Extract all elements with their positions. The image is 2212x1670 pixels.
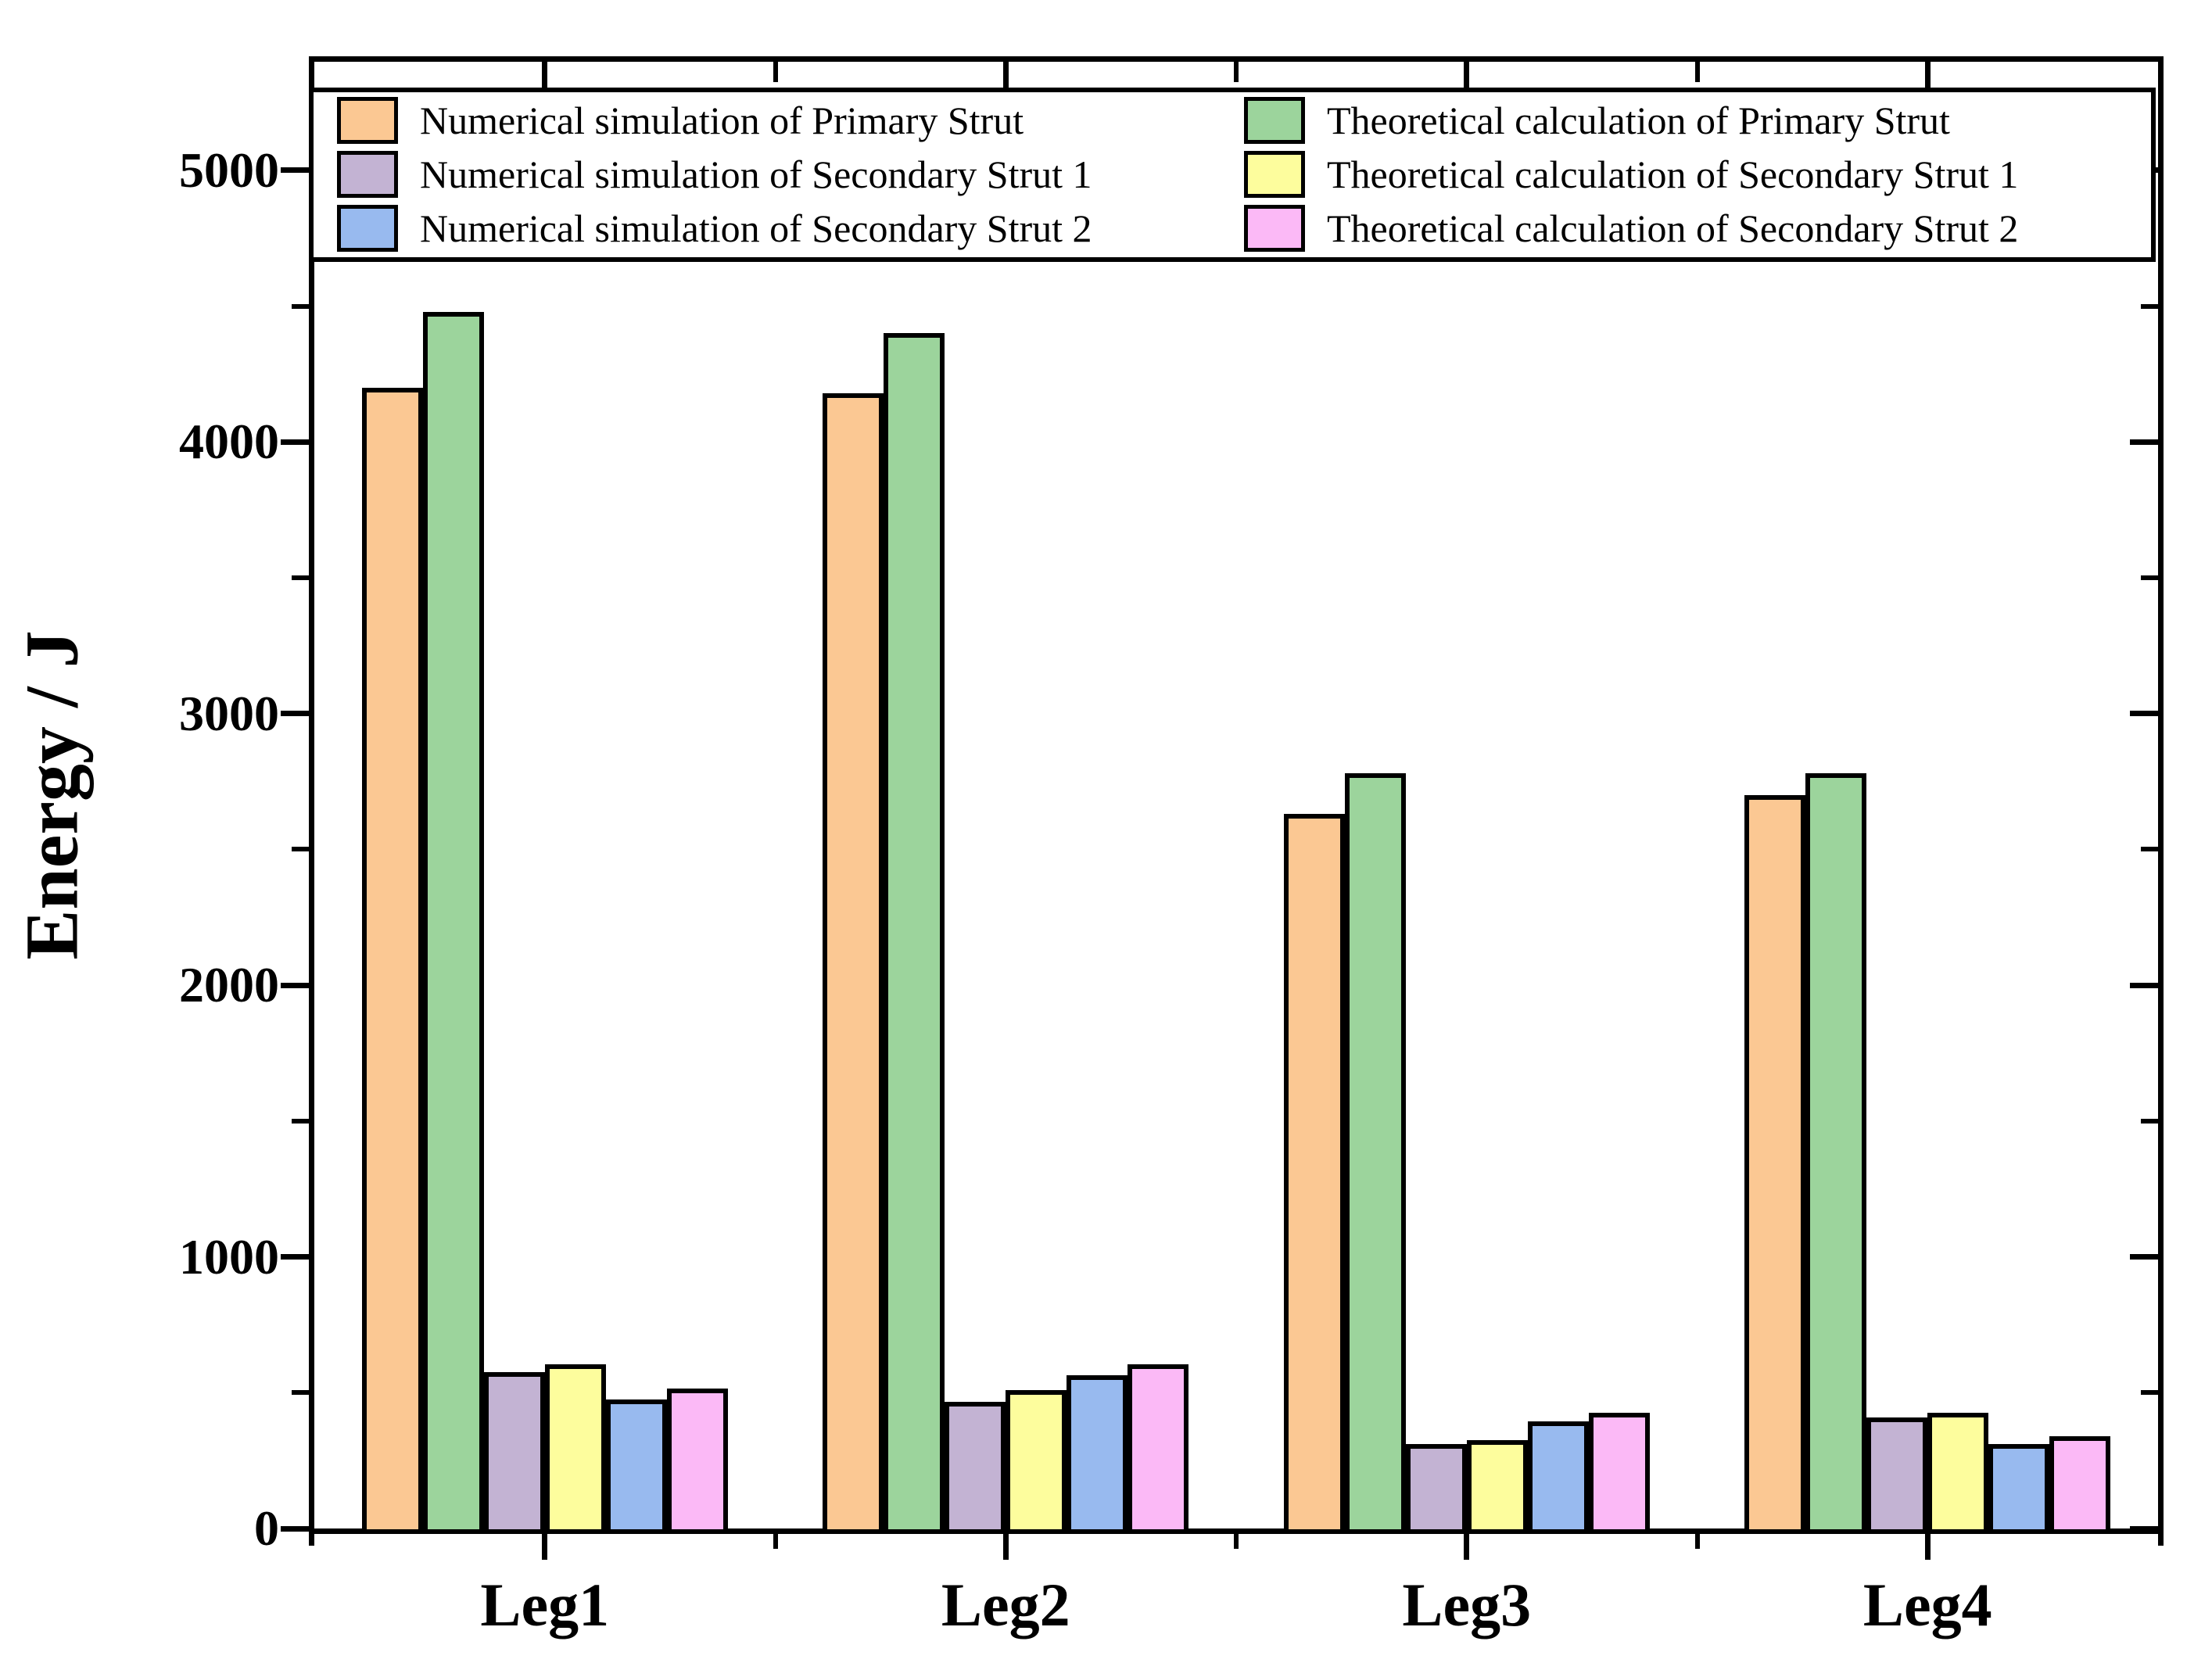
y-minor-tick-right: [2141, 847, 2158, 852]
bar: [2049, 1435, 2111, 1534]
bar: [823, 392, 884, 1534]
bar: [1466, 1440, 1528, 1534]
x-minor-tick-top: [1694, 62, 1700, 82]
y-major-tick-right: [2130, 982, 2158, 988]
bar: [544, 1364, 606, 1534]
y-major-tick-right: [2130, 439, 2158, 445]
x-major-tick-bottom: [1924, 1528, 1931, 1560]
bar: [1128, 1364, 1189, 1534]
bar: [1067, 1374, 1128, 1534]
bar: [666, 1389, 728, 1534]
y-major-tick-right: [2130, 1525, 2158, 1532]
y-tick-label: 1000: [179, 1228, 279, 1285]
plot-area: [309, 56, 2164, 1534]
x-minor-tick-top: [773, 62, 778, 82]
y-minor-tick-left: [292, 1390, 309, 1396]
x-minor-tick-bottom: [773, 1528, 778, 1549]
y-minor-tick-right: [2141, 1118, 2158, 1123]
x-major-tick-bottom: [1464, 1528, 1470, 1560]
x-category-label: Leg1: [480, 1571, 610, 1639]
legend-label: Theoretical calculation of Secondary Str…: [1327, 152, 2019, 196]
y-major-tick-left: [281, 982, 309, 988]
y-tick-label: 3000: [179, 685, 279, 741]
x-category-label: Leg2: [941, 1571, 1070, 1639]
x-major-tick-bottom: [1002, 1528, 1009, 1560]
legend-label: Numerical simulation of Secondary Strut …: [420, 152, 1092, 196]
bar: [884, 333, 945, 1534]
y-minor-tick-left: [292, 847, 309, 852]
y-tick-label: 2000: [179, 957, 279, 1013]
legend-swatch: [337, 205, 398, 252]
y-major-tick-right: [2130, 711, 2158, 717]
y-tick-label: 5000: [179, 142, 279, 198]
bar: [1927, 1413, 1989, 1534]
y-minor-tick-left: [292, 575, 309, 581]
x-minor-tick-bottom: [1234, 1528, 1239, 1549]
legend-label: Theoretical calculation of Secondary Str…: [1327, 206, 2019, 250]
legend-swatch: [1244, 205, 1305, 252]
bar: [1006, 1389, 1067, 1534]
legend-swatch: [337, 97, 398, 144]
bar: [1988, 1444, 2050, 1534]
y-axis-title: Energy / J: [9, 630, 94, 960]
bar: [483, 1372, 545, 1534]
legend-label: Numerical simulation of Primary Strut: [420, 99, 1024, 142]
y-major-tick-left: [281, 167, 309, 174]
y-minor-tick-right: [2141, 303, 2158, 309]
bar: [1744, 795, 1806, 1534]
y-tick-label: 4000: [179, 414, 279, 470]
legend-label: Numerical simulation of Secondary Strut …: [420, 206, 1092, 250]
y-minor-tick-right: [2141, 1390, 2158, 1396]
y-major-tick-right: [2130, 1254, 2158, 1260]
bar: [1405, 1444, 1467, 1534]
x-major-tick-top: [542, 62, 548, 93]
x-major-tick-bottom: [542, 1528, 548, 1560]
y-minor-tick-left: [292, 1118, 309, 1123]
x-corner-tick-left: [309, 1528, 314, 1546]
y-major-tick-left: [281, 439, 309, 445]
legend-swatch: [337, 151, 398, 198]
bar: [945, 1402, 1006, 1534]
y-tick-label: 0: [254, 1500, 279, 1556]
y-minor-tick-left: [292, 303, 309, 309]
bar: [1344, 773, 1406, 1534]
y-major-tick-left: [281, 1254, 309, 1260]
bar: [1588, 1413, 1650, 1534]
bar: [422, 311, 484, 1534]
legend-box: Numerical simulation of Primary Strut Num…: [309, 88, 2156, 262]
bar: [1866, 1417, 1928, 1534]
x-minor-tick-bottom: [1694, 1528, 1700, 1549]
bar: [1527, 1421, 1589, 1534]
x-category-label: Leg3: [1402, 1571, 1532, 1639]
legend-swatch: [1244, 151, 1305, 198]
bar: [605, 1399, 667, 1534]
x-major-tick-top: [1002, 62, 1009, 93]
x-major-tick-top: [1924, 62, 1931, 93]
x-corner-tick-right: [2158, 1528, 2164, 1546]
x-major-tick-top: [1464, 62, 1470, 93]
y-minor-tick-right: [2141, 575, 2158, 581]
legend-swatch: [1244, 97, 1305, 144]
bar: [1805, 773, 1867, 1534]
y-major-tick-left: [281, 711, 309, 717]
x-category-label: Leg4: [1862, 1571, 1992, 1639]
bar: [1283, 814, 1345, 1534]
y-major-tick-left: [281, 1525, 309, 1532]
legend-label: Theoretical calculation of Primary Strut: [1327, 99, 1950, 142]
x-minor-tick-top: [1234, 62, 1239, 82]
bar: [361, 387, 423, 1534]
